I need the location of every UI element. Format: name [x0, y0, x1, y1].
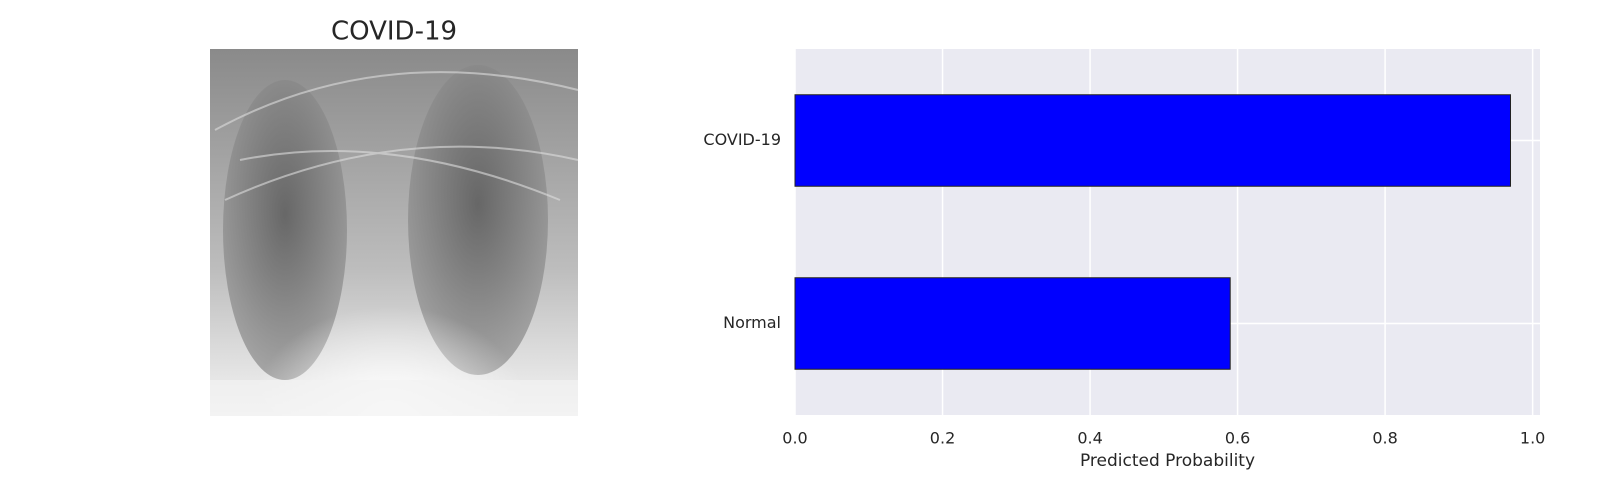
- x-tick-label: 0.0: [782, 429, 807, 448]
- x-axis-label: Predicted Probability: [1080, 451, 1255, 471]
- x-tick-label: 1.0: [1520, 429, 1545, 448]
- x-tick-label: 0.2: [930, 429, 955, 448]
- image-title: COVID-19: [331, 17, 457, 47]
- bar: [794, 94, 1511, 187]
- xray-image: [210, 49, 579, 460]
- x-tick-label: 0.4: [1077, 429, 1102, 448]
- x-tick-label: 0.8: [1372, 429, 1397, 448]
- y-tick-label: Normal: [723, 313, 781, 332]
- y-tick-label: COVID-19: [703, 130, 781, 149]
- bar: [794, 277, 1231, 370]
- x-tick-label: 0.6: [1225, 429, 1250, 448]
